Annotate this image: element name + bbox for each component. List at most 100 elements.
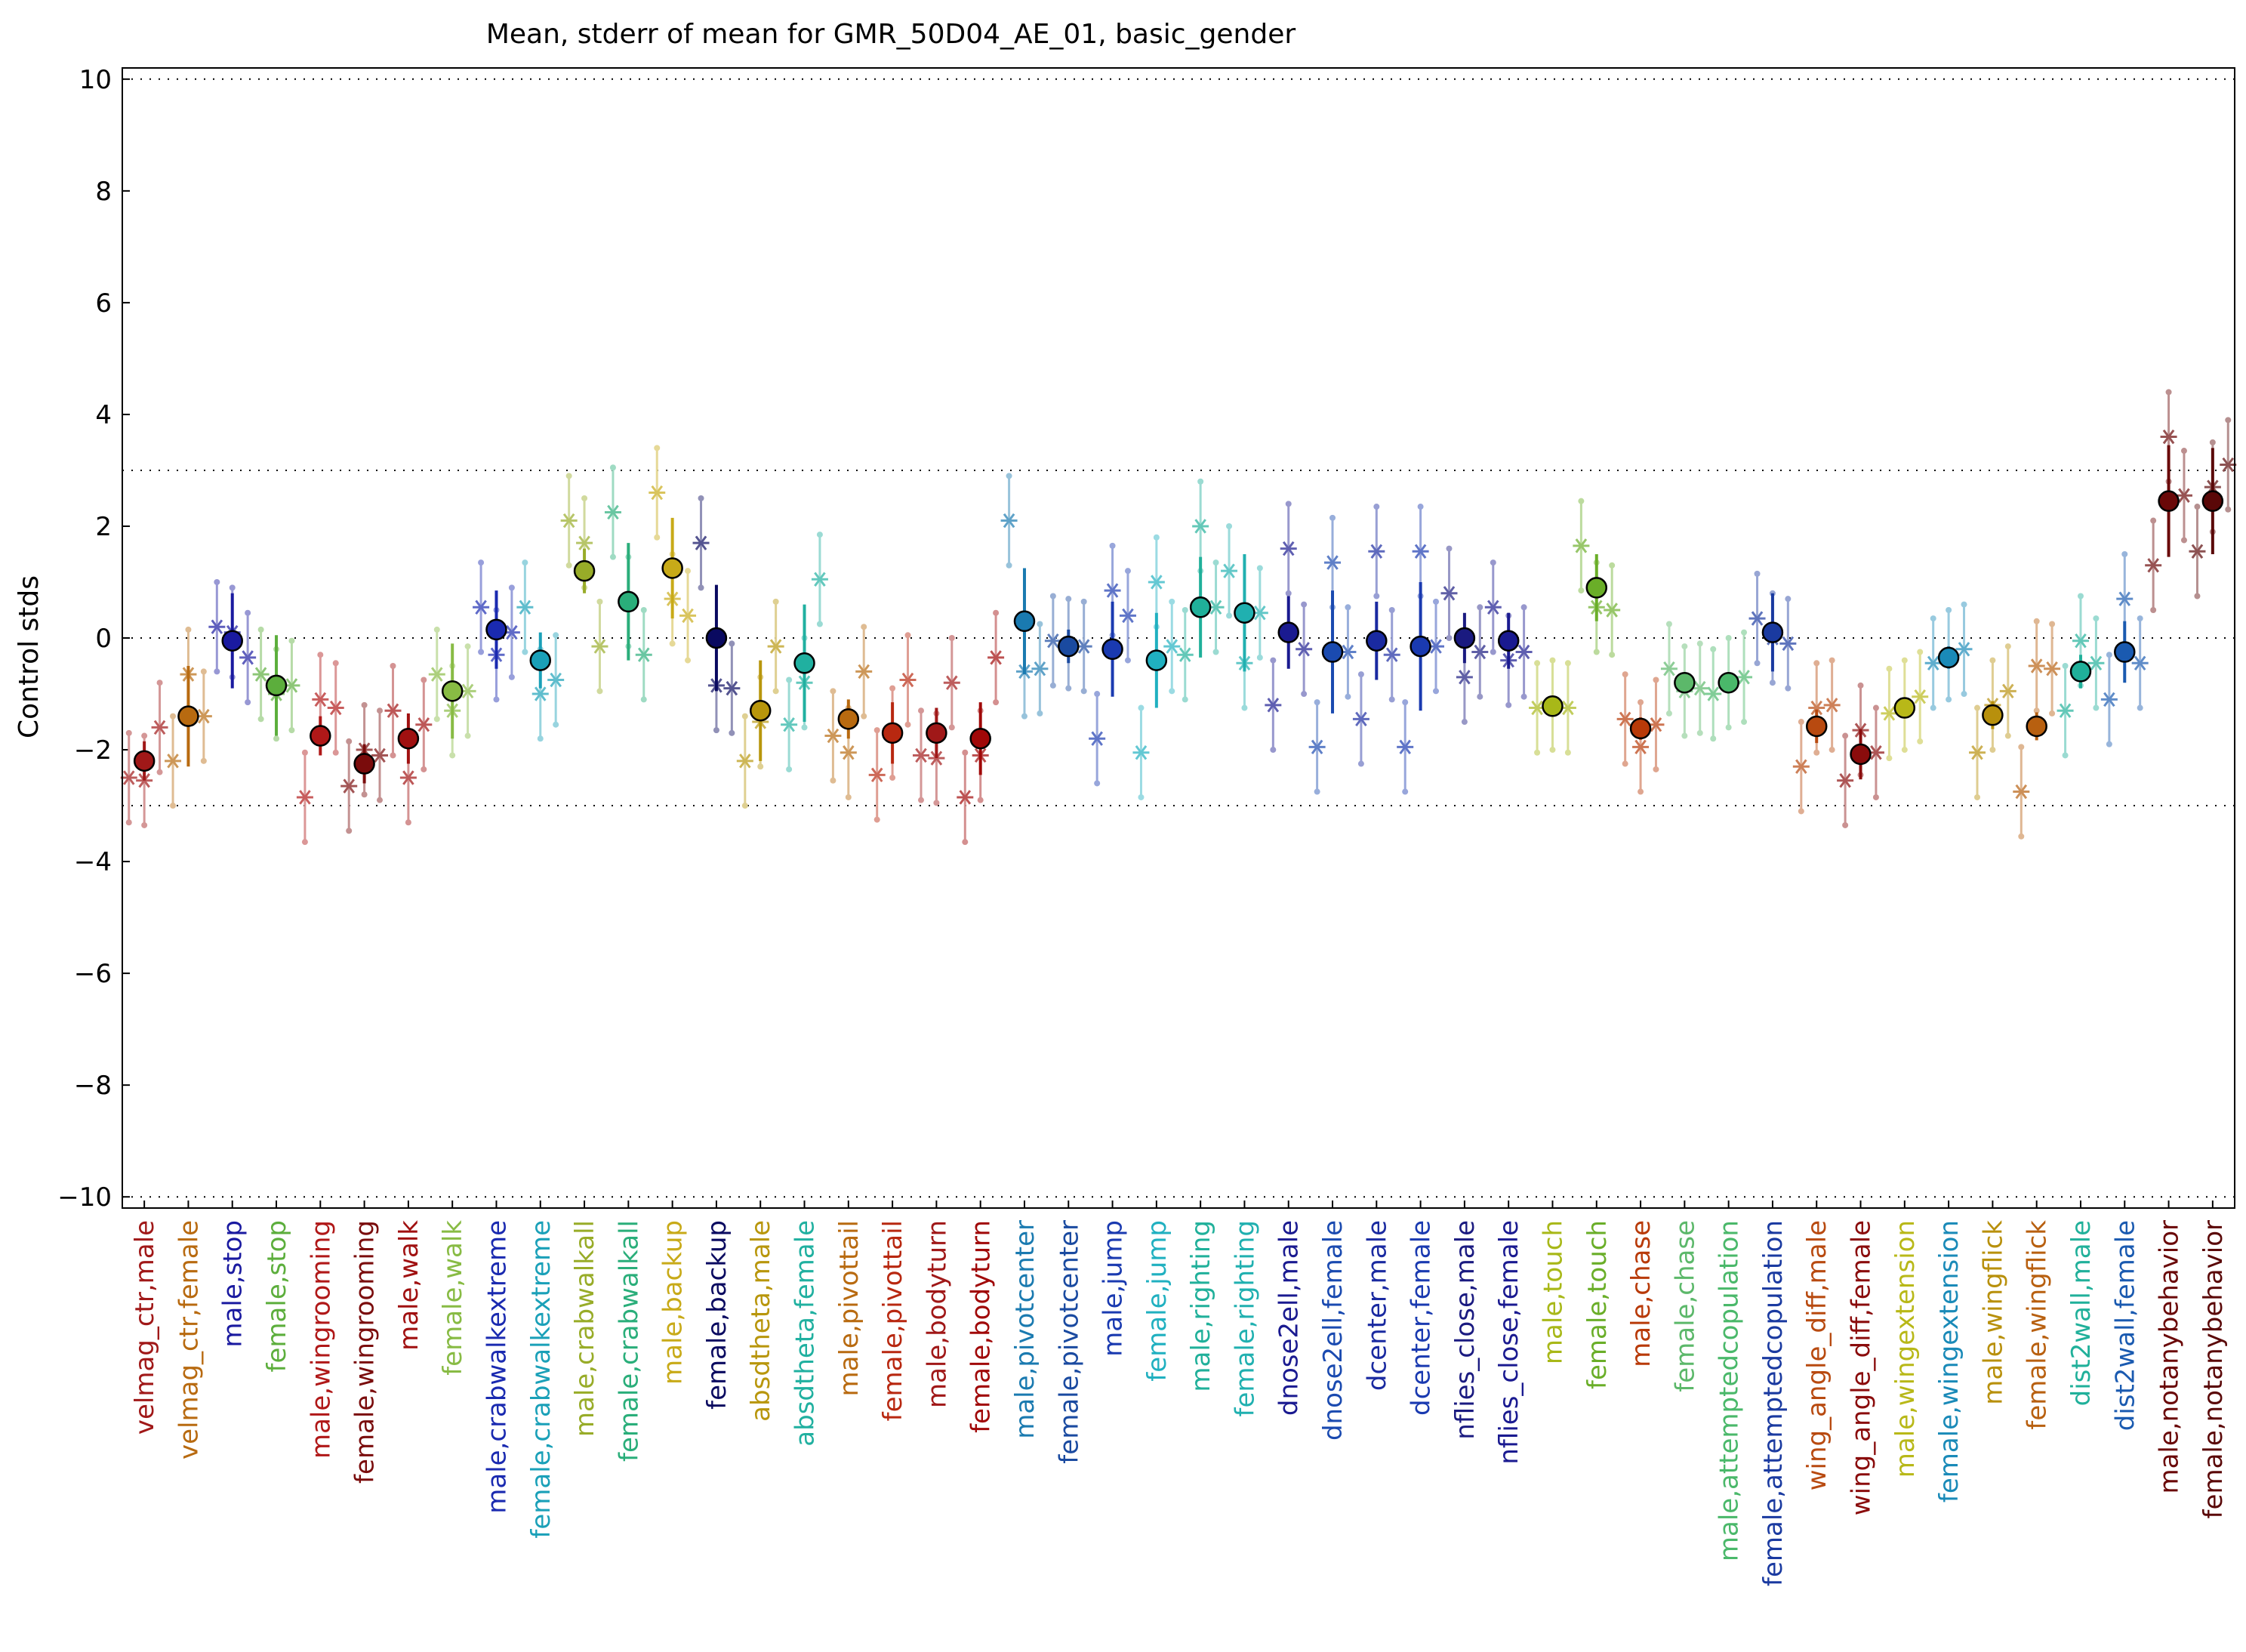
individual-range-end: [1622, 671, 1628, 678]
individual-range-end: [861, 624, 867, 630]
individual-range-end: [729, 640, 735, 647]
individual-range-end: [125, 729, 132, 736]
individual-point: [1924, 655, 1942, 671]
individual-range-end: [2004, 732, 2011, 739]
individual-range-end: [156, 680, 163, 686]
individual-range-end: [1357, 760, 1364, 767]
individual-range-end: [1989, 747, 1996, 754]
mean-point: [397, 727, 420, 750]
plot-frame: [122, 67, 2235, 1209]
individual-point: [824, 728, 842, 744]
individual-range-end: [1564, 749, 1571, 756]
individual-range-end: [2137, 615, 2143, 622]
individual-point: [2145, 558, 2162, 573]
mean-point: [1718, 671, 1739, 694]
individual-point: [428, 667, 445, 682]
individual-range-end: [1345, 693, 1351, 700]
individual-range-end: [685, 568, 692, 575]
individual-range-end: [2093, 615, 2100, 622]
individual-range-end: [565, 562, 572, 569]
individual-range-end: [1256, 565, 1263, 572]
individual-range-end: [2077, 593, 2084, 599]
individual-range-end: [1477, 604, 1483, 611]
x-tick-label: male,righting: [1186, 1220, 1216, 1392]
individual-point: [811, 572, 828, 587]
individual-range-end: [2004, 643, 2011, 650]
individual-point: [296, 790, 313, 805]
individual-range-end: [141, 821, 148, 828]
mean-point: [1805, 715, 1828, 738]
mean-point: [1189, 596, 1212, 618]
x-tick-label: nflies_close,male: [1450, 1220, 1480, 1440]
x-tick-label: dist2wall,male: [2066, 1220, 2097, 1406]
individual-range-end: [1813, 660, 1820, 667]
mean-point: [221, 630, 243, 652]
individual-range-end: [1725, 635, 1732, 641]
individual-point: [340, 778, 358, 794]
individual-range-end: [1681, 732, 1688, 739]
individual-point: [1955, 642, 1973, 657]
individual-point: [208, 619, 226, 634]
individual-range-end: [508, 673, 515, 680]
individual-point: [1604, 603, 1621, 618]
individual-point: [473, 599, 490, 615]
individual-range-end: [245, 699, 251, 706]
x-tick-label: female,chase: [1670, 1220, 1700, 1392]
individual-range-end: [1534, 749, 1541, 756]
individual-range-end: [609, 553, 616, 560]
individual-point: [1705, 686, 1722, 701]
individual-range-end: [2106, 652, 2112, 658]
individual-range-end: [1798, 719, 1804, 726]
x-tick-label: male,pivottail: [834, 1220, 864, 1396]
individual-range-end: [1446, 545, 1453, 552]
individual-range-end: [2062, 752, 2069, 759]
individual-range-end: [2209, 439, 2216, 445]
individual-point: [1792, 759, 1810, 774]
individual-point: [1397, 739, 1414, 755]
individual-range-end: [1973, 794, 1980, 800]
mean-point: [310, 725, 331, 747]
individual-point: [1089, 731, 1106, 746]
individual-point: [1736, 670, 1753, 685]
individual-range-end: [1946, 696, 1952, 703]
mean-point: [793, 652, 815, 674]
y-tick-label: 10: [79, 65, 112, 95]
individual-point: [415, 717, 433, 732]
individual-range-end: [464, 732, 471, 739]
individual-point: [1823, 698, 1841, 713]
individual-range-end: [1049, 682, 1056, 689]
y-tick-label: −4: [74, 847, 112, 877]
x-tick-label: dnose2ell,female: [1318, 1220, 1348, 1441]
individual-point: [1031, 661, 1049, 677]
x-tick-label: female,crabwalkall: [614, 1220, 644, 1462]
individual-range-end: [301, 839, 308, 846]
data-marks: [120, 389, 2237, 846]
individual-range-end: [478, 649, 485, 655]
individual-point: [1163, 639, 1181, 654]
individual-range-end: [2033, 707, 2040, 714]
y-tick-label: 6: [95, 288, 112, 319]
individual-point: [1881, 706, 1898, 721]
individual-range-end: [1564, 660, 1571, 667]
individual-point: [2175, 488, 2192, 503]
individual-range-end: [1886, 755, 1893, 762]
mean-point: [529, 649, 552, 671]
individual-point: [2013, 784, 2030, 800]
individual-range-end: [2018, 833, 2025, 840]
individual-point: [1176, 647, 1194, 662]
individual-range-end: [1270, 747, 1277, 754]
individual-point: [1412, 544, 1429, 559]
individual-range-end: [1169, 598, 1175, 605]
individual-point: [1484, 599, 1502, 615]
individual-range-end: [830, 777, 836, 784]
mean-point: [1321, 641, 1344, 663]
individual-range-end: [669, 640, 676, 647]
individual-range-end: [2150, 606, 2157, 613]
mean-point: [837, 708, 860, 730]
individual-range-end: [917, 707, 924, 714]
individual-range-end: [2225, 506, 2232, 513]
individual-range-end: [1301, 691, 1308, 698]
individual-range-end: [257, 716, 264, 723]
individual-point: [987, 650, 1005, 665]
individual-point: [2220, 457, 2237, 473]
